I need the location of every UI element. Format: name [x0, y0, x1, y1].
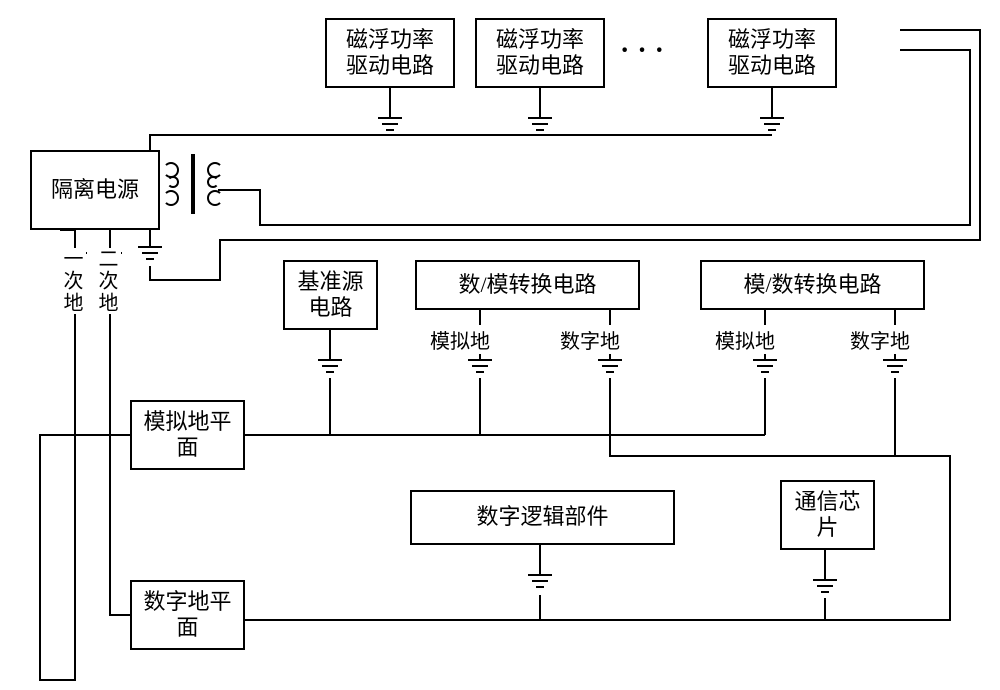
label-digital-gnd1: 数字地 [560, 325, 620, 354]
label-primary-gnd: 一次地 [57, 248, 86, 314]
box-logic: 数字逻辑部件 [410, 490, 675, 545]
label-analog-gnd1: 模拟地 [430, 325, 490, 354]
box-comm: 通信芯 片 [780, 480, 875, 550]
label-secondary-gnd: 二次地 [92, 248, 121, 314]
box-analog-plane: 模拟地平 面 [130, 400, 245, 470]
box-driverN: 磁浮功率 驱动电路 [707, 18, 837, 88]
box-digital-plane: 数字地平 面 [130, 580, 245, 650]
box-driver2: 磁浮功率 驱动电路 [475, 18, 605, 88]
box-ref-source: 基准源 电路 [283, 260, 378, 330]
transformer-icon [165, 154, 221, 214]
box-dac: 数/模转换电路 [415, 260, 640, 310]
box-iso-power: 隔离电源 [30, 150, 160, 230]
box-driver1: 磁浮功率 驱动电路 [325, 18, 455, 88]
label-analog-gnd2: 模拟地 [715, 325, 775, 354]
label-digital-gnd2: 数字地 [850, 325, 910, 354]
ellipsis: ··· [620, 35, 672, 67]
box-adc: 模/数转换电路 [700, 260, 925, 310]
